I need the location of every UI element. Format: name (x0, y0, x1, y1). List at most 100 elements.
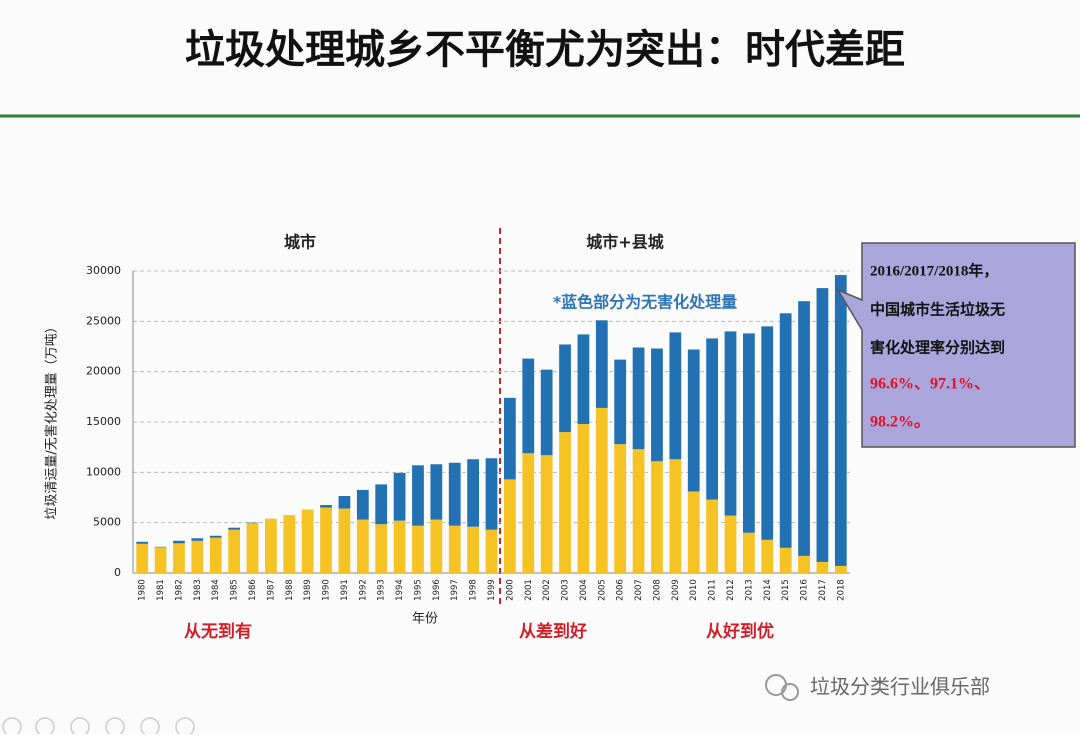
bar-segment (687, 491, 700, 573)
x-tick-label: 2016 (800, 579, 810, 601)
stage-label: 从好到优 (706, 621, 774, 642)
bar-segment (209, 537, 222, 573)
x-tick-label: 1985 (230, 579, 240, 601)
bar-segment (283, 515, 296, 573)
bar-segment (706, 338, 718, 500)
x-tick-label: 1995 (413, 579, 423, 601)
bar-segment (743, 532, 755, 573)
x-tick-label: 2017 (818, 579, 828, 601)
x-tick-label: 2018 (836, 579, 846, 601)
bar-segment (522, 358, 535, 454)
bar-segment (669, 459, 682, 573)
bar-segment (393, 472, 406, 521)
x-tick-label: 2006 (616, 579, 626, 601)
bar-segment (485, 529, 498, 573)
bar-segment (467, 459, 479, 527)
bar-segment (816, 561, 829, 573)
bar-segment (320, 507, 332, 573)
bar-segment (356, 519, 369, 573)
bar-segment (393, 520, 406, 573)
x-tick-label: 2007 (634, 579, 644, 601)
bar-segment (265, 518, 277, 573)
bar-segment (375, 484, 388, 525)
bar-segment (246, 523, 259, 573)
x-tick-label: 1989 (303, 579, 313, 601)
x-tick-label: 2010 (689, 579, 699, 601)
bar-segment (448, 525, 461, 573)
bar-segment (651, 461, 663, 573)
bar-segment (614, 359, 627, 445)
bar-segment (320, 505, 332, 508)
plot: 0 5000 10000 15000 20000 25000 30000 1980 1981 19… (86, 264, 850, 601)
x-tick-label: 1997 (450, 579, 460, 601)
y-tick-label: 30000 (86, 264, 121, 277)
x-tick-label: 1988 (285, 579, 295, 601)
bar-segment (136, 541, 149, 544)
section-label: 城市 (284, 233, 316, 252)
slide-title: 垃圾处理城乡不平衡尤为突出：时代差距 (185, 27, 905, 73)
x-tick-label: 1986 (248, 579, 258, 601)
bar-segment (430, 519, 443, 573)
x-tick-label: 1996 (432, 579, 442, 601)
bar-segment (559, 432, 571, 573)
x-tick-label: 1987 (266, 579, 276, 601)
callout-text: 98.2%。 (870, 414, 930, 431)
section-label: 城市+县城 (586, 233, 663, 252)
x-tick-label: 1998 (469, 579, 479, 601)
x-tick-label: 1993 (377, 579, 387, 601)
bar-segment (761, 326, 774, 540)
bar-segment (485, 458, 498, 530)
x-tick-label: 2005 (597, 579, 607, 601)
bar-segment (540, 455, 553, 573)
bar-segment (632, 449, 645, 573)
bar-segment (779, 313, 792, 548)
x-tick-label: 2009 (671, 579, 681, 601)
callout-text: 中国城市生活垃圾无 (870, 301, 1005, 319)
bar-segment (743, 333, 755, 533)
y-tick-label: 10000 (86, 465, 121, 478)
bar-segment (191, 540, 204, 573)
bar-segment (154, 547, 167, 573)
bar-segment (356, 489, 369, 520)
y-axis-label: 垃圾清运量/无害化处理量（万吨） (44, 320, 60, 519)
y-tick-label: 25000 (86, 314, 121, 327)
annotation: *蓝色部分为无害化处理量 (553, 293, 737, 312)
bar-segment (687, 349, 700, 492)
bar-segment (173, 543, 185, 573)
x-tick-label: 2015 (781, 579, 791, 601)
bar-segment (136, 543, 149, 573)
x-tick-label: 2011 (708, 579, 718, 601)
x-tick-label: 1994 (395, 579, 405, 601)
bar-segment (614, 444, 627, 573)
bar-segment (338, 495, 351, 509)
y-tick-label: 5000 (93, 516, 121, 529)
x-tick-label: 1990 (322, 579, 332, 601)
bar-segment (412, 525, 424, 573)
x-tick-label: 1999 (487, 579, 497, 601)
bar-segment (228, 527, 240, 530)
bar-segment (724, 331, 737, 516)
x-tick-label: 1982 (174, 579, 184, 601)
x-tick-label: 1984 (211, 579, 221, 601)
bar-segment (651, 348, 663, 462)
bar-segment (504, 397, 516, 480)
bar-segment (504, 479, 516, 573)
callout-text: 2016/2017/2018年， (870, 261, 998, 279)
x-tick-label: 2008 (652, 579, 662, 601)
x-tick-label: 1983 (193, 579, 203, 601)
bar-segment (669, 332, 682, 460)
x-tick-label: 2014 (763, 579, 773, 601)
bar-segment (834, 275, 847, 566)
bar-segment (246, 522, 259, 524)
wechat-icon (781, 683, 799, 701)
x-tick-label: 2002 (542, 579, 552, 601)
callout-text: 害化处理率分别达到 (870, 339, 1005, 357)
x-tick-label: 1991 (340, 579, 350, 601)
x-tick-label: 2000 (505, 579, 515, 601)
y-tick-label: 0 (114, 566, 121, 579)
bar-segment (173, 540, 185, 544)
bar-segment (338, 508, 351, 573)
bar-segment (577, 334, 590, 425)
bar-segment (595, 407, 608, 573)
